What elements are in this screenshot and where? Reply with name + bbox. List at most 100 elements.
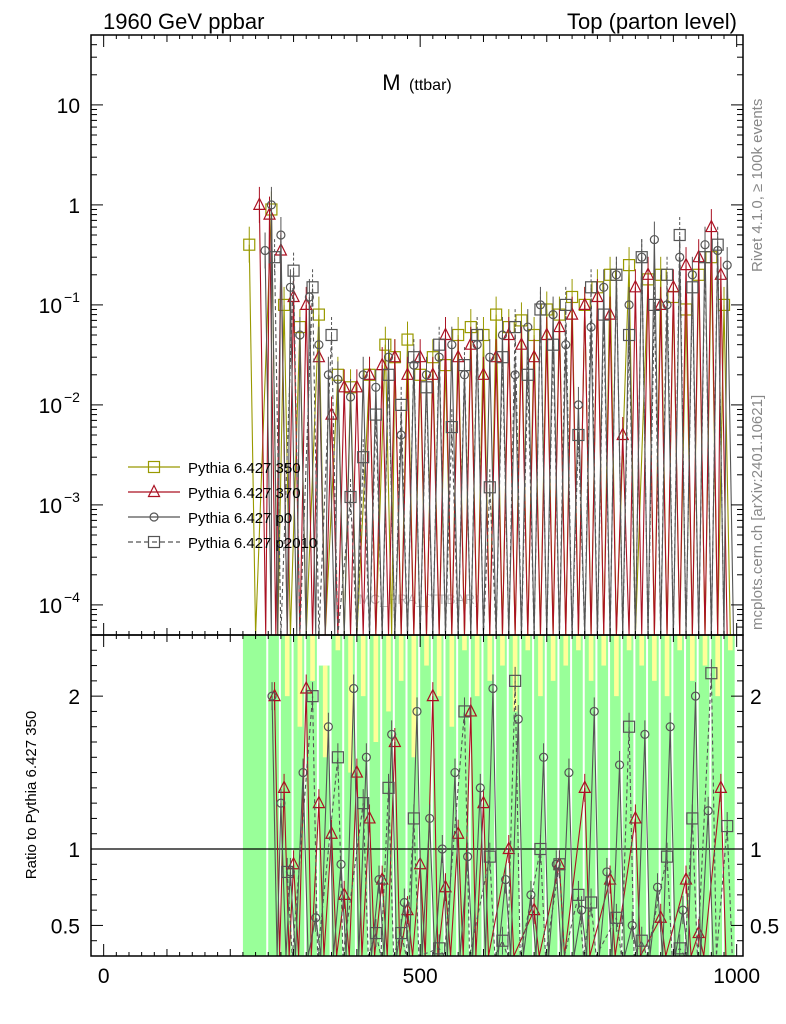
y-tick-label: 10 bbox=[39, 395, 62, 418]
x-tick-label: 500 bbox=[403, 965, 438, 988]
band-yellow-bin bbox=[588, 635, 594, 681]
data-point bbox=[420, 381, 433, 394]
legend-label: Pythia 6.427 350 bbox=[188, 460, 301, 477]
ratio-point bbox=[363, 810, 376, 824]
ratio-series-layer bbox=[91, 659, 743, 956]
ratio-point bbox=[652, 882, 663, 892]
data-point bbox=[344, 490, 357, 504]
data-point bbox=[673, 228, 686, 242]
ratio-point bbox=[426, 688, 440, 702]
data-point bbox=[476, 366, 490, 380]
band-yellow-bin bbox=[690, 635, 695, 681]
data-point bbox=[546, 338, 560, 351]
band-yellow-bin bbox=[436, 635, 442, 697]
ratio-point bbox=[285, 867, 295, 877]
band-green-bin bbox=[306, 635, 317, 956]
data-point bbox=[396, 430, 406, 440]
ratio-point bbox=[336, 859, 346, 869]
band-yellow-bin bbox=[652, 635, 657, 681]
y-tick-exponent: −3 bbox=[64, 489, 80, 505]
ratio-panel-frame bbox=[90, 634, 744, 957]
y-tick-label: 10 bbox=[39, 495, 62, 518]
ratio-point bbox=[496, 934, 509, 947]
ratio-point bbox=[299, 680, 313, 694]
ratio-point bbox=[407, 812, 420, 825]
y-tick-label: 10 bbox=[39, 595, 62, 618]
data-point bbox=[445, 420, 458, 434]
ratio-point bbox=[534, 842, 547, 856]
band-green-bin bbox=[508, 635, 520, 956]
data-point bbox=[521, 368, 534, 381]
series-line bbox=[274, 234, 725, 635]
band-green-bin bbox=[660, 635, 672, 956]
band-green-bin bbox=[622, 635, 634, 956]
data-point bbox=[641, 266, 655, 280]
series-line bbox=[264, 204, 735, 635]
data-point bbox=[243, 238, 256, 251]
ratio-point bbox=[553, 858, 566, 871]
band-yellow-bin bbox=[310, 635, 315, 681]
ratio-point bbox=[450, 767, 460, 778]
data-point bbox=[552, 319, 566, 333]
band-yellow-bin bbox=[322, 665, 328, 758]
legend-label: Pythia 6.427 370 bbox=[188, 485, 301, 502]
data-point bbox=[439, 327, 452, 341]
ratio-point bbox=[276, 798, 286, 808]
band-yellow-bin bbox=[373, 635, 379, 742]
legend-label: Pythia 6.427 p0 bbox=[188, 510, 292, 527]
band-green-bin bbox=[394, 635, 406, 956]
ratio-point bbox=[369, 926, 382, 940]
data-point bbox=[698, 251, 712, 264]
rivet-version-label: Rivet 4.1.0, ≥ 100k events bbox=[749, 99, 766, 272]
data-point bbox=[622, 328, 636, 342]
data-point bbox=[260, 245, 270, 256]
band-green-bin bbox=[280, 635, 292, 956]
band-yellow-bin bbox=[715, 635, 721, 697]
band-yellow-bin bbox=[563, 635, 569, 666]
band-yellow-bin bbox=[348, 635, 353, 773]
band-yellow-bin bbox=[500, 635, 505, 666]
y-tick-label: 1 bbox=[68, 195, 80, 218]
band-green-bin bbox=[572, 635, 583, 956]
band-green-bin bbox=[673, 635, 685, 956]
band-green-bin bbox=[445, 635, 457, 956]
data-point bbox=[704, 219, 718, 233]
data-point bbox=[603, 268, 617, 281]
band-yellow-bin bbox=[538, 635, 543, 697]
data-point bbox=[523, 322, 533, 332]
data-point bbox=[401, 366, 414, 380]
data-point bbox=[692, 249, 706, 263]
ratio-point bbox=[312, 795, 326, 809]
ratio-point bbox=[267, 691, 277, 701]
ratio-point bbox=[502, 841, 516, 855]
data-point bbox=[295, 330, 305, 340]
band-yellow-bin bbox=[550, 635, 556, 681]
band-yellow-bin bbox=[398, 635, 404, 681]
data-point bbox=[371, 382, 381, 392]
data-point bbox=[413, 349, 427, 363]
ratio-series-pythia-6-427-p0 bbox=[267, 674, 714, 956]
ratio-point bbox=[602, 867, 612, 877]
data-point bbox=[559, 298, 572, 311]
x-tick-label: 1000 bbox=[713, 965, 760, 988]
ratio-point bbox=[614, 760, 625, 770]
data-point bbox=[277, 298, 291, 311]
data-point bbox=[447, 340, 457, 350]
data-point bbox=[624, 300, 634, 310]
ratio-point bbox=[425, 813, 435, 824]
ratio-point bbox=[703, 806, 713, 816]
band-yellow-bin bbox=[601, 635, 607, 666]
ratio-point bbox=[673, 942, 686, 955]
ratio-point bbox=[451, 825, 465, 839]
ratio-point bbox=[387, 729, 397, 739]
ratio-point bbox=[660, 850, 674, 863]
ratio-point bbox=[325, 825, 339, 839]
ratio-point bbox=[584, 896, 598, 909]
band-yellow-bin bbox=[462, 635, 467, 651]
band-green-bin bbox=[470, 635, 482, 956]
header-left: 1960 GeV ppbar bbox=[103, 9, 264, 34]
ratio-point bbox=[513, 714, 523, 724]
ratio-y-axis-label: Ratio to Pythia 6.427 350 bbox=[23, 711, 40, 879]
ratio-point bbox=[395, 926, 408, 940]
